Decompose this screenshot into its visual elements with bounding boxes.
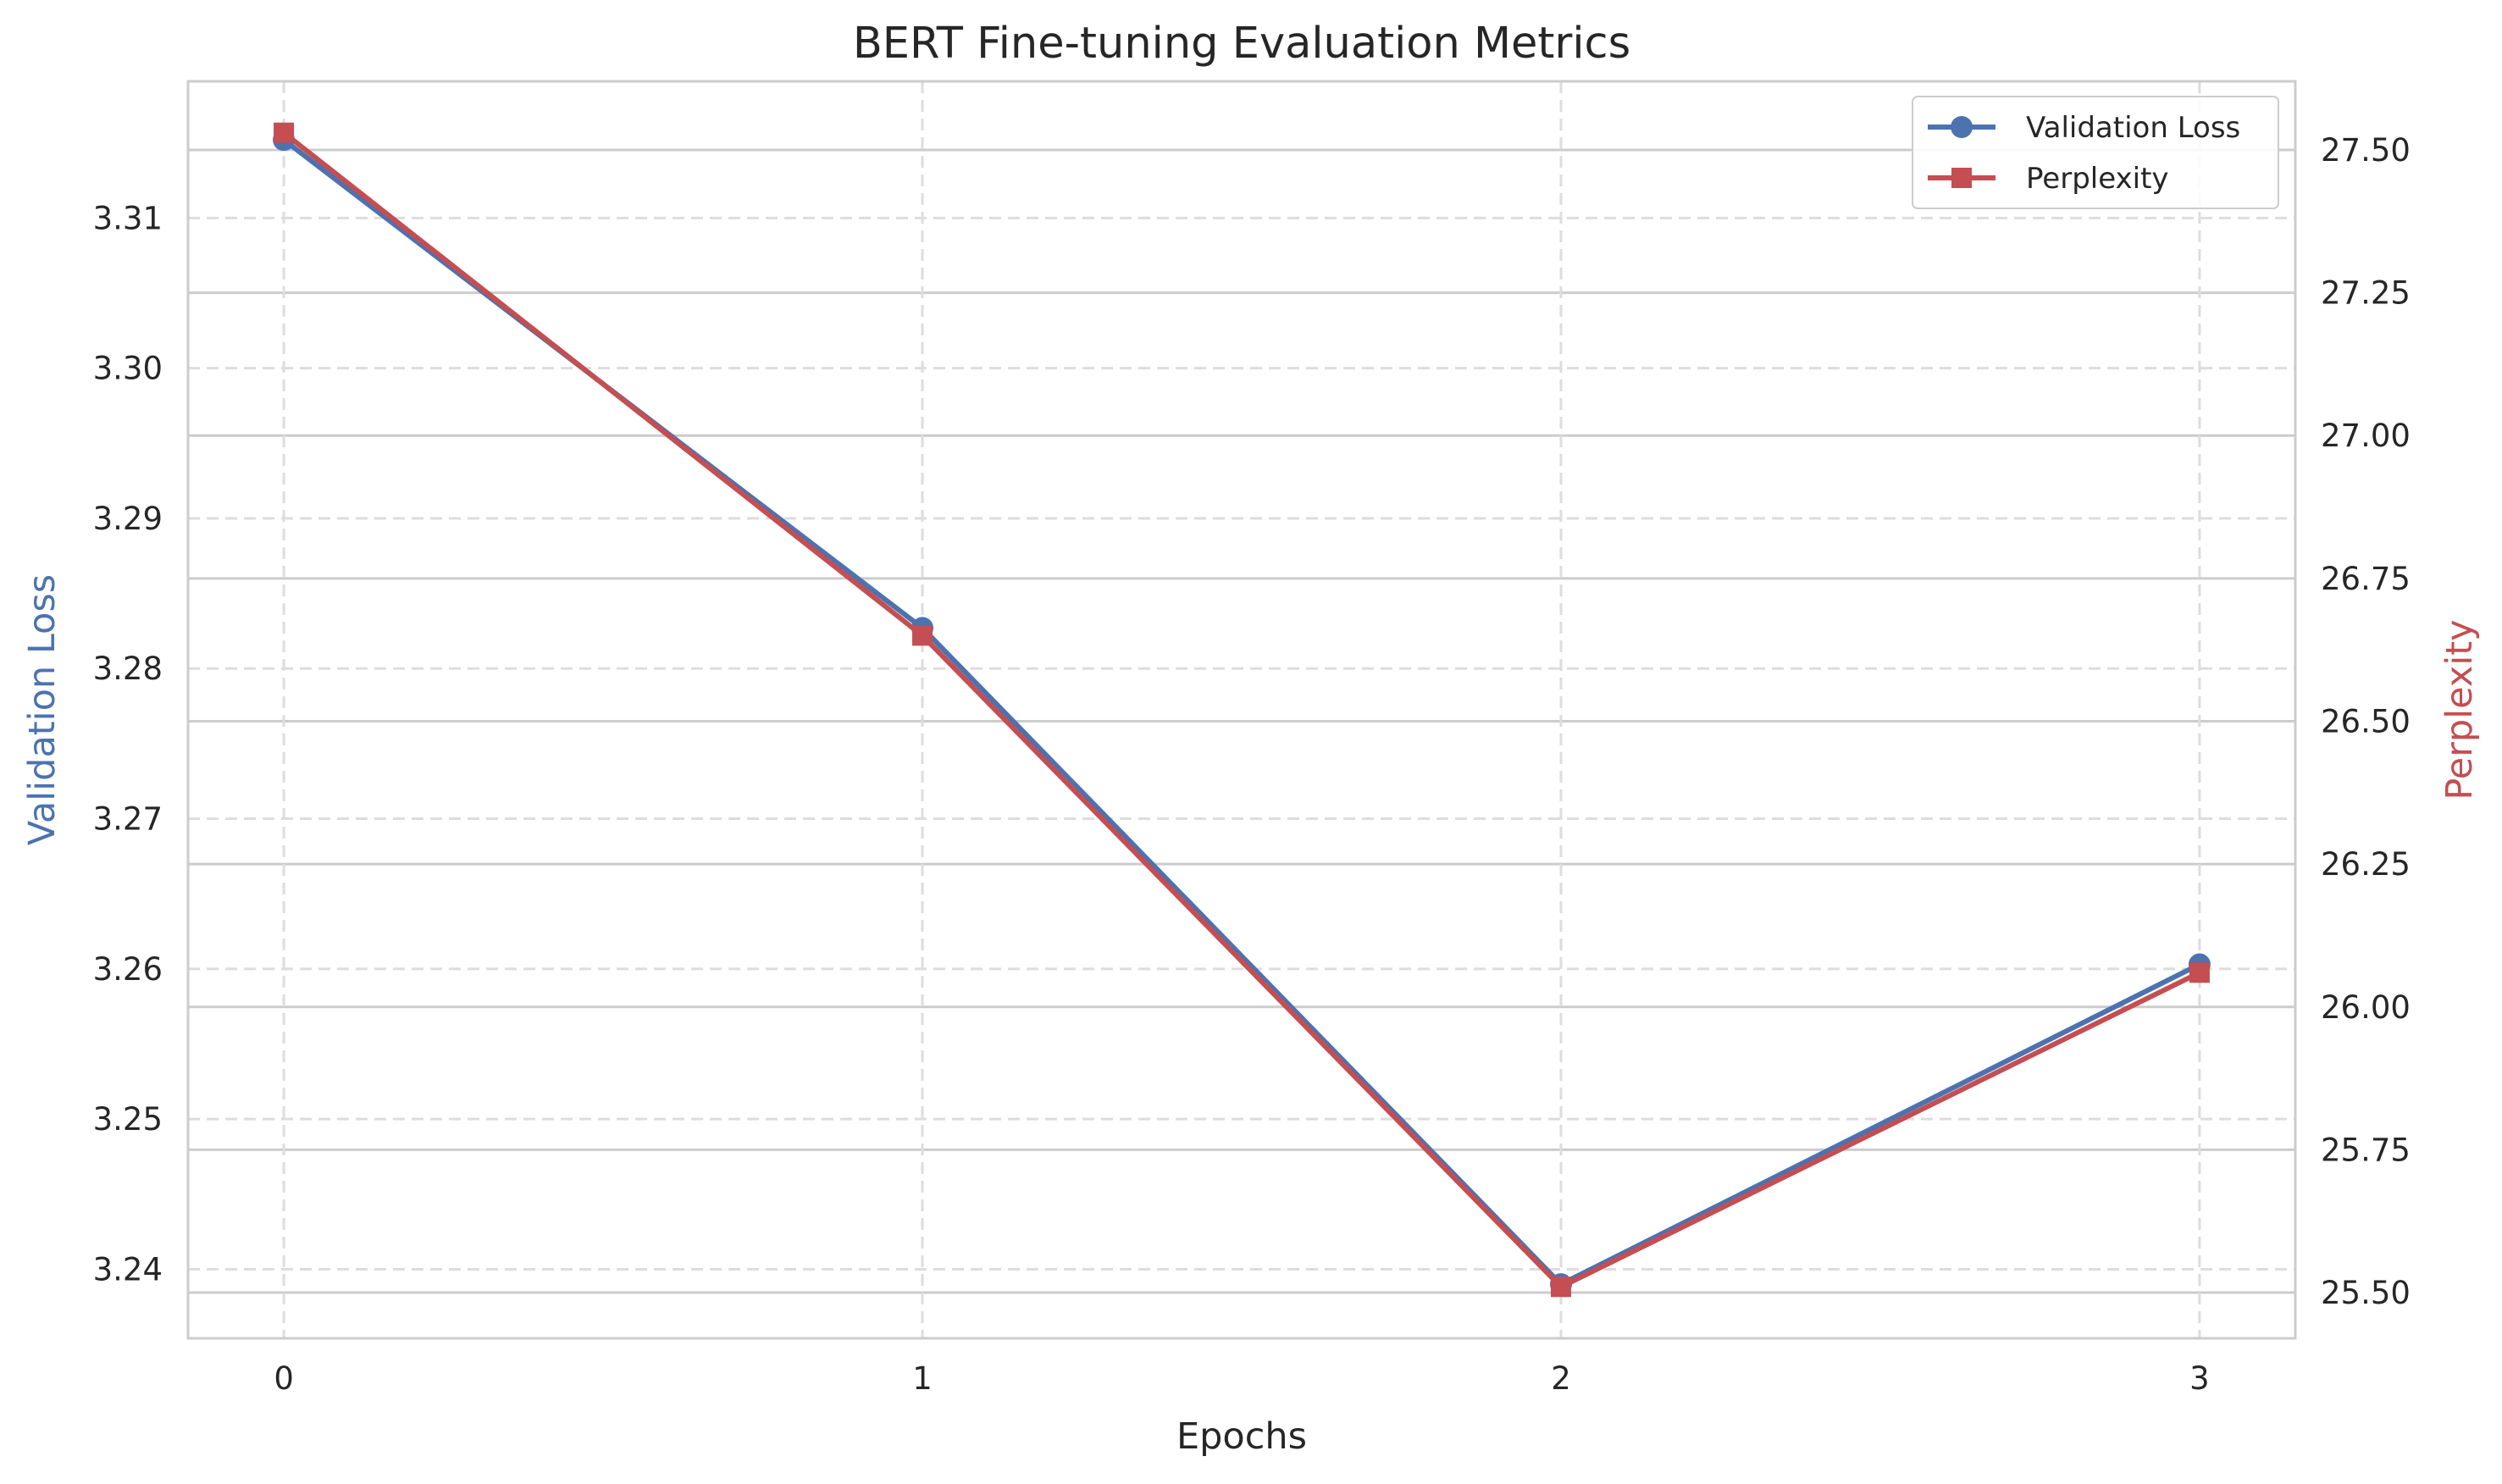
left-tick-label: 3.25: [93, 1101, 163, 1138]
legend-entries: Validation Loss Perplexity: [1928, 111, 2240, 196]
chart-title: BERT Fine-tuning Evaluation Metrics: [853, 19, 1630, 69]
series-2: [274, 122, 2210, 1298]
left-tick-label: 3.29: [93, 501, 163, 537]
x-tick-label: 3: [2189, 1360, 2210, 1397]
plot-frame: [186, 80, 2297, 1340]
x-axis-grid: [282, 81, 2201, 1338]
right-tick-label: 26.25: [2321, 846, 2411, 883]
right-tick-label: 27.25: [2321, 275, 2411, 312]
left-tick-label: 3.26: [93, 951, 163, 988]
data-point: [1550, 1276, 1571, 1298]
legend-entry: Perplexity: [1928, 162, 2169, 196]
left-tick-label: 3.30: [93, 351, 163, 387]
left-tick-label: 3.31: [93, 200, 163, 236]
series-layer: [273, 122, 2211, 1298]
right-tick-label: 26.00: [2321, 989, 2411, 1026]
right-tick-label: 26.50: [2321, 703, 2411, 739]
left-tick-label: 3.27: [93, 801, 163, 838]
right-axis-grid: [188, 148, 2295, 1294]
right-tick-label: 26.75: [2321, 561, 2411, 597]
legend-label: Validation Loss: [2026, 111, 2240, 145]
legend-entry: Validation Loss: [1928, 111, 2240, 145]
x-tick-label: 1: [912, 1360, 933, 1397]
legend-box: [1912, 96, 2279, 209]
legend-marker: [1951, 168, 1972, 188]
legend-label: Perplexity: [2026, 162, 2169, 196]
data-point: [2189, 962, 2210, 983]
right-axis-ticks: 25.50 25.75 26.00 26.25 26.50 26.75 27.00 27.25…: [2321, 132, 2411, 1311]
left-axis-ticks: 3.24 3.25 3.26 3.27 3.28 3.29 3.30 3.31: [93, 200, 163, 1287]
data-point: [274, 122, 295, 143]
legend: Validation Loss Perplexity: [1912, 96, 2279, 209]
right-axis-title: Perplexity: [2438, 619, 2481, 800]
x-axis-ticks: 0 1 2 3: [274, 1360, 2209, 1397]
right-tick-label: 25.50: [2321, 1275, 2411, 1311]
right-tick-label: 25.75: [2321, 1132, 2411, 1168]
x-tick-label: 2: [1551, 1360, 1571, 1397]
right-tick-label: 27.50: [2321, 132, 2411, 169]
data-point: [912, 625, 933, 646]
series-line: [282, 130, 2201, 1290]
left-axis-title: Validation Loss: [21, 574, 64, 845]
x-axis-title: Epochs: [1176, 1415, 1307, 1458]
left-tick-label: 3.28: [93, 651, 163, 687]
left-axis-grid: [188, 216, 2295, 1271]
x-tick-label: 0: [274, 1360, 294, 1397]
right-tick-label: 27.00: [2321, 418, 2411, 454]
legend-marker: [1951, 116, 1973, 138]
left-tick-label: 3.24: [93, 1251, 163, 1287]
